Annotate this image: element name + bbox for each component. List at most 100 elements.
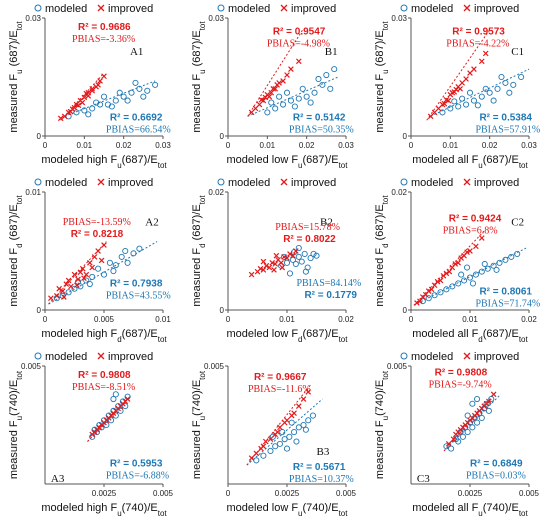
modeled-point (463, 264, 471, 271)
improved-point (478, 235, 485, 241)
improved-point (281, 254, 287, 260)
improved-point (467, 248, 473, 254)
x-tick-label: 0.03 (338, 141, 354, 150)
modeled-point (331, 66, 338, 73)
panel-c3: 0.0025 0.005 0.005 modeled all Fu(740)/Etot… (374, 351, 540, 518)
improved-r2: R² = 0.9808 (435, 367, 488, 378)
y-axis-label: measured Fu (687)/Etot (374, 21, 390, 133)
x-axis-label: modeled high Fd(687)/Etot (41, 328, 167, 344)
improved-trend-line (60, 72, 105, 121)
x-tick-label: 0.01 (260, 141, 276, 150)
modeled-point (283, 89, 291, 96)
modeled-point (327, 85, 334, 92)
improved-point (101, 242, 107, 248)
improved-point (83, 271, 90, 278)
improved-point (248, 455, 255, 461)
improved-point (101, 73, 107, 80)
modeled-pbias: PBIAS=-6.88% (106, 470, 169, 481)
panel-label: B3 (317, 446, 330, 458)
y-tick-label: 0 (37, 132, 42, 141)
modeled-point (303, 93, 310, 100)
improved-point (75, 102, 82, 109)
modeled-point (112, 391, 119, 398)
modeled-point (124, 97, 131, 104)
modeled-point (510, 81, 517, 88)
modeled-point (439, 109, 446, 116)
modeled-point (108, 103, 115, 110)
x-tick-label: 0.02 (482, 141, 498, 150)
improved-point (300, 396, 307, 402)
modeled-point (85, 111, 92, 118)
modeled-point (496, 259, 503, 266)
modeled-point (502, 256, 509, 263)
modeled-point (286, 270, 294, 277)
legend-modeled-marker (400, 178, 408, 186)
legend-improved-label: improved (108, 351, 153, 363)
legend-improved-marker (97, 4, 105, 12)
improved-point (89, 264, 96, 271)
modeled-trend-line (246, 398, 323, 466)
legend-modeled-marker (34, 352, 42, 360)
modeled-point (490, 97, 497, 104)
modeled-point (293, 438, 300, 445)
modeled-point (443, 443, 450, 450)
modeled-point (458, 271, 465, 278)
modeled-point (307, 99, 314, 106)
modeled-point (283, 259, 291, 266)
modeled-point (130, 250, 137, 257)
improved-point (271, 267, 277, 273)
improved-point (417, 298, 423, 304)
improved-point (74, 282, 80, 289)
improved-pbias: PBIAS=-13.59% (63, 217, 131, 228)
modeled-point (506, 89, 513, 96)
modeled-point (120, 93, 127, 100)
improved-point (486, 398, 492, 405)
modeled-point (493, 266, 500, 273)
improved-point (272, 85, 279, 92)
improved-point (89, 85, 96, 92)
modeled-r2: R² = 0.5384 (479, 113, 532, 124)
panel-c1: 0 0.01 0.02 0.03 0 0.03 modeled all Fu(687)/Et… (374, 3, 540, 170)
improved-point (95, 248, 101, 254)
modeled-point (291, 429, 298, 436)
improved-point (248, 271, 255, 278)
modeled-r2: R² = 0.5953 (110, 458, 163, 469)
improved-point (273, 252, 280, 259)
modeled-r2: R² = 0.7938 (110, 278, 163, 289)
x-tick-label: 0.01 (462, 315, 478, 324)
improved-point (253, 450, 260, 457)
modeled-point (459, 95, 466, 102)
x-tick-label: 0.01 (155, 315, 171, 324)
improved-trend-line (247, 29, 304, 117)
x-tick-label: 0.0025 (275, 489, 300, 498)
improved-point (63, 281, 70, 287)
improved-point (428, 286, 435, 293)
modeled-point (323, 71, 330, 79)
modeled-point (451, 98, 458, 105)
y-axis-label: measured Fu(740)/Etot (191, 370, 207, 479)
modeled-point (136, 85, 143, 92)
improved-pbias: PBIAS=-11.6% (248, 384, 311, 395)
modeled-point (302, 426, 309, 433)
improved-point (79, 265, 86, 272)
legend-improved-label: improved (474, 177, 519, 189)
x-axis-label: modeled all Fu(687)/Etot (412, 154, 528, 170)
improved-pbias: PBIAS=-4.98% (267, 39, 330, 50)
x-tick-label: 0 (226, 489, 231, 498)
modeled-trend-line (64, 80, 156, 117)
modeled-point (89, 105, 96, 112)
x-axis-label: modeled all Fd(687)/Etot (412, 328, 528, 344)
improved-point (295, 58, 302, 65)
panel-b2: 0 0.01 0.02 0 0.02 modeled low Fd(687)/Etot me… (191, 177, 361, 344)
improved-point (284, 417, 290, 424)
modeled-r2: R² = 0.1779 (304, 290, 357, 301)
modeled-point (431, 292, 438, 299)
panel-label: B2 (320, 217, 333, 229)
y-tick-label: 0 (403, 132, 408, 141)
modeled-point (281, 436, 288, 443)
legend-modeled-marker (400, 4, 408, 12)
modeled-point (478, 93, 485, 100)
panel-label: C3 (417, 473, 430, 485)
improved-point (89, 87, 96, 94)
